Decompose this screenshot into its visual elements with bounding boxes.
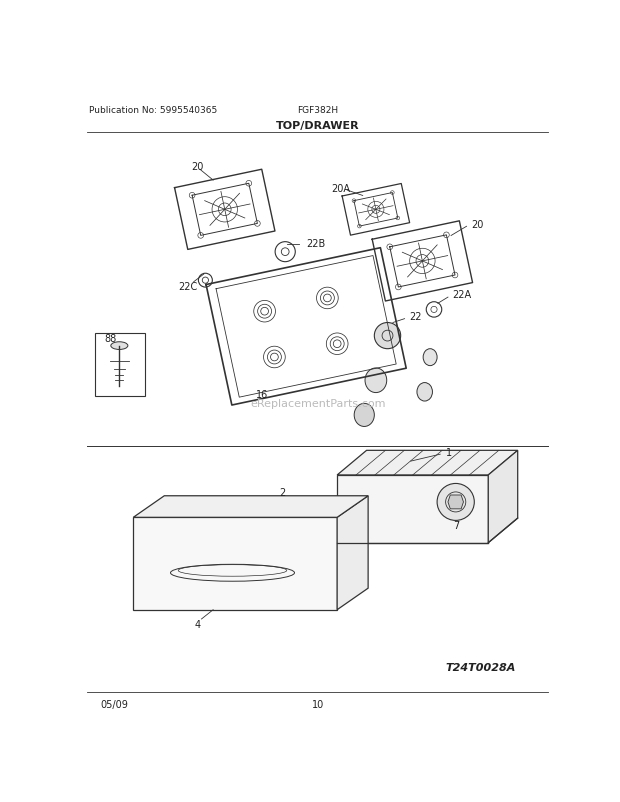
Text: TOP/DRAWER: TOP/DRAWER bbox=[276, 120, 360, 131]
Text: 05/09: 05/09 bbox=[100, 699, 128, 709]
Polygon shape bbox=[337, 476, 489, 543]
Text: 22: 22 bbox=[409, 312, 422, 322]
Polygon shape bbox=[448, 496, 463, 509]
Polygon shape bbox=[337, 451, 518, 476]
Text: 22C: 22C bbox=[179, 282, 198, 292]
Text: 1: 1 bbox=[446, 448, 452, 457]
Ellipse shape bbox=[417, 383, 433, 402]
Text: 7: 7 bbox=[453, 520, 459, 530]
Text: T24T0028A: T24T0028A bbox=[446, 662, 516, 672]
Text: FGF382H: FGF382H bbox=[297, 106, 339, 115]
Text: 22A: 22A bbox=[453, 290, 472, 300]
Text: 4: 4 bbox=[195, 619, 201, 629]
Text: eReplacementParts.com: eReplacementParts.com bbox=[250, 399, 386, 409]
Text: 20: 20 bbox=[192, 162, 204, 172]
Text: 22B: 22B bbox=[306, 239, 326, 249]
Polygon shape bbox=[133, 496, 368, 517]
Ellipse shape bbox=[423, 349, 437, 367]
Text: Publication No: 5995540365: Publication No: 5995540365 bbox=[89, 106, 218, 115]
Polygon shape bbox=[133, 517, 337, 610]
Ellipse shape bbox=[354, 404, 374, 427]
Text: 88: 88 bbox=[105, 334, 117, 343]
Bar bbox=[94, 333, 145, 396]
Text: 10: 10 bbox=[312, 699, 324, 709]
Text: 2: 2 bbox=[279, 488, 285, 497]
Text: 20A: 20A bbox=[332, 184, 350, 193]
Circle shape bbox=[437, 484, 474, 520]
Text: 20: 20 bbox=[471, 220, 484, 229]
Ellipse shape bbox=[111, 342, 128, 350]
Ellipse shape bbox=[365, 368, 387, 393]
Circle shape bbox=[374, 323, 401, 349]
Polygon shape bbox=[489, 451, 518, 543]
Text: 16: 16 bbox=[255, 390, 268, 399]
Polygon shape bbox=[337, 496, 368, 610]
